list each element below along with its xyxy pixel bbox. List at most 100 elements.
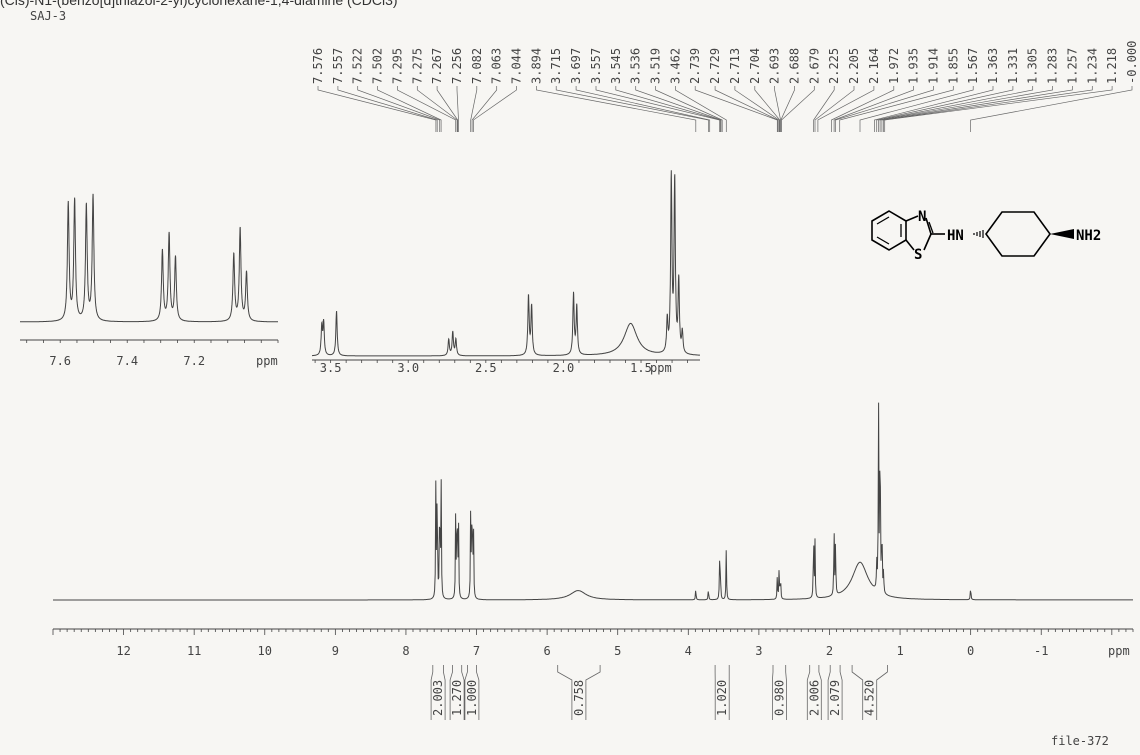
integral-bracket-left <box>557 665 573 720</box>
peak-leader-line <box>317 86 437 132</box>
tick-label-main-spectrum: -1 <box>1034 644 1048 658</box>
axis-unit-inset-aliphatic: ppm <box>650 361 672 375</box>
integral-layer: 2.003 1.270 1.000 0.758 1.020 0.980 2.006 2.079… <box>430 665 888 720</box>
peak-label: 1.234 <box>1085 48 1099 84</box>
peak-label: 2.693 <box>768 48 782 84</box>
atom-n: N <box>918 209 926 225</box>
peak-leader-line <box>635 86 722 132</box>
peak-leader-line <box>416 86 458 132</box>
peak-leader-line <box>675 86 727 132</box>
peak-leader-line <box>536 86 697 132</box>
tick-label-main-spectrum: 9 <box>332 644 339 658</box>
peak-leader-line <box>833 86 914 132</box>
peak-label: 1.855 <box>946 48 960 84</box>
axis-unit-main-spectrum: ppm <box>1108 644 1130 658</box>
peak-leader-line <box>473 86 517 132</box>
file-id: file-372 <box>1051 734 1109 748</box>
peak-leader-line <box>781 86 815 132</box>
tick-label-main-spectrum: 11 <box>187 644 201 658</box>
integral-value: 0.980 <box>772 680 786 716</box>
cyclohexane-ring <box>985 211 1051 257</box>
tick-label-main-spectrum: 6 <box>544 644 551 658</box>
integral-bracket-right <box>461 665 465 720</box>
tick-label-inset-aromatic: 7.2 <box>183 354 205 368</box>
tick-label-main-spectrum: 1 <box>896 644 903 658</box>
peak-label: 3.519 <box>649 48 663 84</box>
peak-label: 1.331 <box>1006 48 1020 84</box>
peak-label: 7.256 <box>450 48 464 84</box>
sample-name: SAJ-3 <box>30 9 67 23</box>
integral-bracket-right <box>839 665 843 720</box>
peak-label: 3.697 <box>569 48 583 84</box>
peak-leader-line <box>754 86 781 132</box>
peak-label: 2.679 <box>807 48 821 84</box>
peak-leader-line <box>337 86 438 132</box>
tick-label-inset-aromatic: 7.6 <box>49 354 71 368</box>
tick-label-main-spectrum: 0 <box>967 644 974 658</box>
header-text: (Cis)-N1-(benzo[d]thiazol-2-yl)cyclohexa… <box>0 0 398 8</box>
integral-bracket-right <box>476 665 480 720</box>
integral-bracket-left <box>806 665 811 720</box>
tick-label-inset-aliphatic: 3.0 <box>397 361 419 375</box>
hashed-bond <box>973 230 984 238</box>
peak-label: 7.063 <box>490 48 504 84</box>
peak-label: 3.894 <box>529 48 543 84</box>
peak-label: 1.567 <box>966 48 980 84</box>
integral-bracket-left <box>449 665 453 720</box>
peak-label: 3.536 <box>629 48 643 84</box>
peak-label: 7.522 <box>351 48 365 84</box>
peak-leader-line <box>881 86 1073 132</box>
tick-label-inset-aliphatic: 1.5 <box>630 361 652 375</box>
integral-value: 2.079 <box>828 680 842 716</box>
peak-label: 3.715 <box>549 48 563 84</box>
peak-label: 7.082 <box>470 48 484 84</box>
tick-label-main-spectrum: 4 <box>685 644 692 658</box>
peak-leader-line <box>884 86 1113 132</box>
tick-label-inset-aliphatic: 3.5 <box>320 361 342 375</box>
integral-bracket-left <box>827 665 831 720</box>
peak-label: 2.729 <box>708 48 722 84</box>
main-spectrum-panel: 12 11 10 9 8 7 6 5 4 3 2 1 0 -1 ppm <box>52 402 1134 658</box>
chemical-structure: N S HN NH2 <box>871 209 1101 263</box>
integral-value: 2.006 <box>807 680 821 716</box>
integral-value: 1.000 <box>465 680 479 716</box>
integral-value: 2.003 <box>431 680 445 716</box>
peak-label: 2.164 <box>867 48 881 84</box>
peak-leader-line <box>734 86 780 132</box>
integral-bracket-right <box>785 665 787 720</box>
peak-label: 7.557 <box>331 48 345 84</box>
peak-leader-line <box>835 86 934 132</box>
atom-s: S <box>914 247 922 263</box>
peak-label: 7.502 <box>371 48 385 84</box>
peak-leader-line <box>456 86 459 132</box>
peak-label: 2.205 <box>847 48 861 84</box>
peak-label: 3.557 <box>589 48 603 84</box>
peak-leader-line <box>839 86 954 132</box>
peak-leader-line <box>878 86 1034 132</box>
integral-bracket-left <box>464 665 468 720</box>
peak-label: 2.704 <box>748 48 762 84</box>
spectrum-trace-main-spectrum <box>53 402 1133 601</box>
peak-label: 1.283 <box>1046 48 1060 84</box>
integral-value: 4.520 <box>863 680 877 716</box>
peak-leader-line <box>357 86 441 132</box>
peak-leader-line <box>831 86 895 132</box>
integral-bracket-right <box>443 665 446 720</box>
peak-leader-line <box>879 86 1053 132</box>
integral-value: 0.758 <box>572 680 586 716</box>
peak-label: 7.576 <box>311 48 325 84</box>
peak-leader-line <box>655 86 723 132</box>
peak-leader-line <box>555 86 709 132</box>
peak-leader-line <box>436 86 459 132</box>
integral-bracket-right <box>585 665 601 720</box>
tick-label-inset-aliphatic: 2.5 <box>475 361 497 375</box>
integral-bracket-right <box>818 665 822 720</box>
integral-bracket-left <box>851 665 864 720</box>
peak-label: 3.545 <box>609 48 623 84</box>
integral-bracket-left <box>772 665 774 720</box>
peak-label: 1.218 <box>1105 48 1119 84</box>
amine-right-label: NH2 <box>1076 228 1101 244</box>
tick-label-main-spectrum: 2 <box>826 644 833 658</box>
peak-leader-line <box>397 86 457 132</box>
